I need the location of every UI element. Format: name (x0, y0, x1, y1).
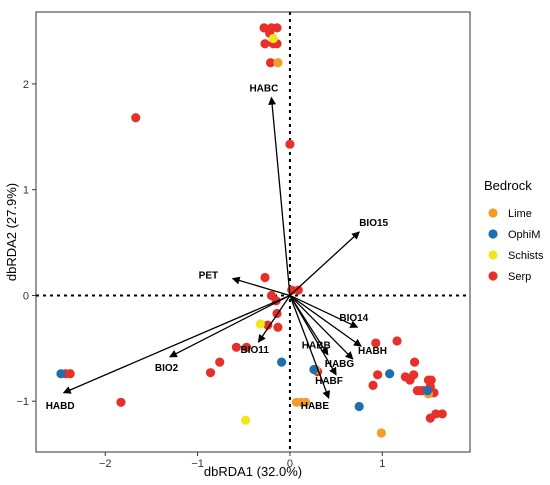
point-serp (215, 357, 225, 367)
point-ophim (354, 401, 364, 412)
point-schists (241, 415, 251, 425)
point-ophim (277, 357, 287, 367)
point-serp (205, 368, 216, 378)
x-tick-label: −2 (99, 458, 112, 470)
vector-habg (289, 295, 354, 360)
legend-entries: Lime OphiM Schists Serp (484, 204, 544, 285)
x-tick-label: 1 (379, 458, 385, 470)
point-serp (409, 357, 420, 367)
sample-points (56, 23, 447, 438)
point-serp (231, 342, 241, 352)
vector-label-habd: HABD (46, 401, 75, 412)
point-serp (263, 320, 273, 330)
vector-label-pet: PET (199, 271, 218, 282)
vector-pet (231, 276, 291, 297)
point-serp (272, 23, 282, 33)
legend-label-ophim: OphiM (508, 229, 540, 241)
legend-title: Bedrock (484, 178, 532, 193)
point-serp (260, 272, 270, 283)
point-serp (285, 139, 295, 149)
point-ophim (385, 369, 395, 379)
vector-label-habb: HABB (302, 341, 331, 352)
vector-label-habe: HABE (301, 401, 330, 412)
vector-label-habc: HABC (249, 84, 278, 95)
y-axis-ticks: −1 0 1 2 (16, 79, 36, 408)
point-serp (65, 369, 75, 379)
y-tick-label: −1 (16, 396, 29, 408)
point-schists (268, 33, 278, 44)
vector-bio2 (169, 294, 291, 358)
vector-habc (268, 96, 291, 296)
legend-swatch-serp (488, 271, 498, 281)
point-serp (368, 380, 378, 390)
point-serp (131, 113, 141, 123)
legend: Bedrock Lime OphiM Schists Serp (484, 178, 544, 285)
vector-habd (62, 294, 291, 394)
point-serp (265, 58, 276, 68)
point-serp (431, 409, 441, 419)
point-serp (260, 39, 270, 49)
point-ophim (309, 364, 319, 375)
point-serp (293, 285, 303, 295)
point-serp (241, 342, 252, 352)
y-tick-label: 1 (23, 185, 29, 197)
x-tick-label: −1 (191, 458, 204, 470)
vector-label-bio11: BIO11 (241, 345, 270, 356)
y-tick-label: 0 (23, 290, 29, 302)
point-serp (273, 322, 283, 332)
vector-label-bio15: BIO15 (359, 218, 388, 229)
point-lime (376, 428, 386, 438)
vector-label-habh: HABH (358, 346, 387, 357)
vector-habe (289, 295, 330, 399)
y-tick-label: 2 (23, 79, 29, 91)
vector-habf (289, 295, 337, 376)
legend-label-lime: Lime (508, 208, 532, 220)
vector-bio15 (289, 231, 360, 296)
vector-label-habf: HABF (315, 376, 343, 387)
vector-bio14 (289, 294, 359, 328)
vector-label-bio2: BIO2 (155, 363, 179, 374)
plot-panel (35, 11, 471, 453)
x-axis-title: dbRDA1 (32.0%) (204, 464, 302, 479)
point-serp (392, 336, 402, 346)
vector-label-habg: HABG (325, 359, 355, 370)
legend-label-serp: Serp (508, 271, 531, 283)
vector-label-bio14: BIO14 (339, 313, 368, 324)
x-tick-label: 0 (287, 458, 293, 470)
point-serp (373, 370, 383, 380)
legend-swatch-schists (488, 250, 498, 260)
point-ophim (56, 369, 66, 379)
point-serp (409, 370, 419, 380)
point-lime (273, 58, 283, 68)
point-lime (301, 397, 311, 407)
point-ophim (422, 386, 433, 396)
x-axis-ticks: −2 −1 0 1 (99, 452, 385, 470)
y-axis-title: dbRDA2 (27.9%) (4, 183, 19, 281)
legend-swatch-lime (488, 208, 498, 218)
legend-swatch-ophim (488, 229, 498, 239)
legend-label-schists: Schists (508, 250, 544, 262)
point-schists (255, 319, 265, 329)
point-serp (437, 409, 447, 419)
vector-habh (289, 294, 362, 347)
point-serp (116, 397, 126, 407)
vector-bio11 (257, 295, 291, 343)
point-serp (371, 338, 381, 348)
